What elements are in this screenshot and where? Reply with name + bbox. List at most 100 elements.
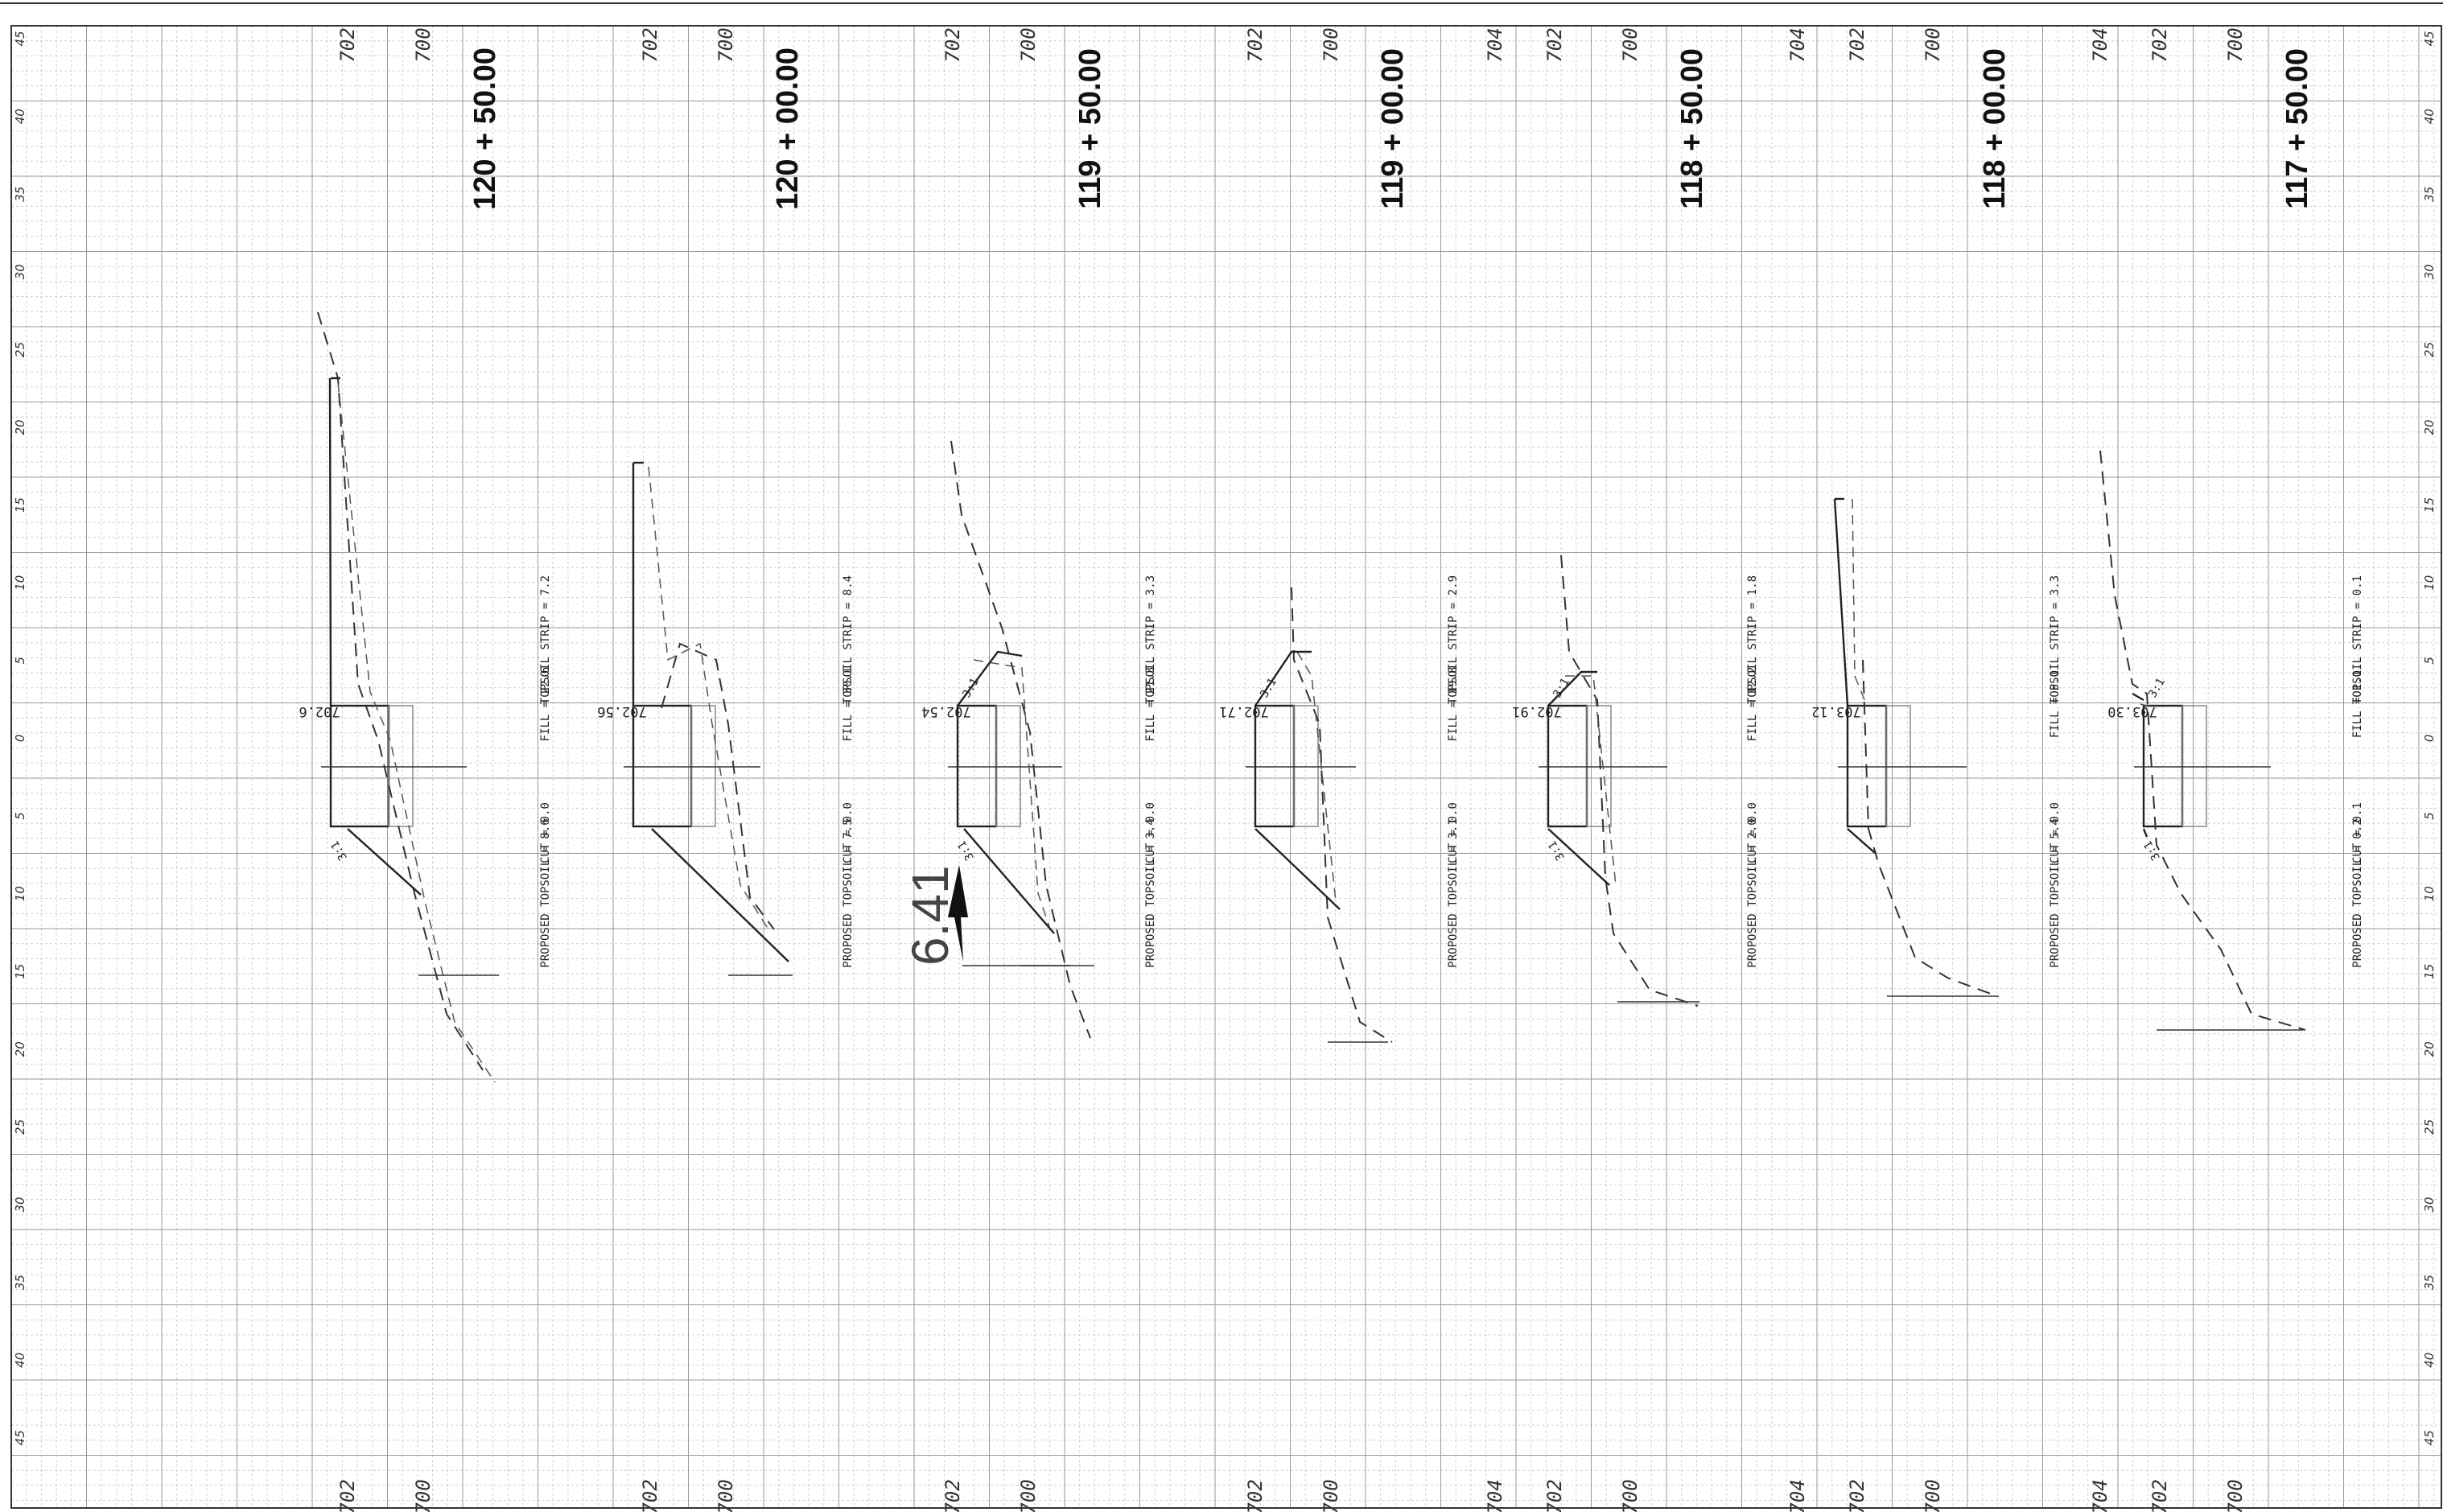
elevation-tick-label: 704 [1786, 27, 1809, 62]
cut-quantity: CUT = 0.1 [2351, 802, 2364, 863]
elevation-tick-label: 700 [715, 1479, 737, 1512]
grid [10, 25, 2441, 1508]
cut-quantity: CUT = 0.0 [1746, 802, 1759, 863]
elevation-tick-label: 704 [1484, 27, 1506, 62]
existing-ground-line-offset [648, 466, 769, 930]
existing-ground-line [1560, 554, 1699, 1007]
elevation-tick-label: 702 [1244, 27, 1267, 62]
elevation-tick-label: 702 [639, 1479, 661, 1512]
offset-scale-label: 40 [2422, 1353, 2437, 1368]
fill-quantity: FILL = 21.3 [1144, 667, 1157, 742]
elevation-tick-label: 704 [2089, 27, 2111, 62]
design-elevation-label: 702.54 [921, 703, 970, 719]
offset-scale-label: 40 [13, 1353, 27, 1368]
offset-scale-label: 30 [2422, 264, 2437, 279]
elevation-tick-label: 702 [941, 1479, 964, 1512]
offset-scale-label: 5 [2422, 657, 2437, 665]
offset-scale-label: 10 [13, 575, 27, 591]
proposed-topsoil-quantity: PROPOSED TOPSOIL = 7.5 [842, 818, 855, 967]
station-label: 120 + 00.00 [771, 47, 805, 210]
topsoil-strip-quantity: TOPSOIL STRIP = 8.4 [842, 575, 855, 704]
markup-arrow-icon [948, 865, 968, 962]
elevation-tick-label: 700 [1017, 1479, 1040, 1512]
slope-label-lower: 3:1 [2141, 838, 2163, 863]
elevation-tick-label: 700 [1922, 27, 1944, 62]
proposed-edge [328, 377, 332, 707]
existing-ground-line-offset [973, 659, 1051, 930]
elevation-tick-label: 700 [2224, 27, 2247, 62]
offset-scale-label: 15 [13, 964, 27, 979]
offset-scale-label: 25 [2422, 1119, 2437, 1135]
slope-label-upper: 3:1 [1551, 676, 1572, 700]
offset-scale-label: 45 [2422, 1430, 2437, 1445]
proposed-slope [651, 828, 789, 962]
existing-ground-line-offset [1296, 651, 1337, 902]
proposed-slope [347, 828, 422, 896]
elevation-tick-label: 700 [412, 27, 435, 62]
proposed-topsoil-quantity: PROPOSED TOPSOIL = 3.4 [1144, 818, 1157, 967]
cut-quantity: CUT = 0.0 [2049, 802, 2062, 863]
offset-scale-label: 10 [13, 886, 27, 901]
station-label: 117 + 50.00 [2280, 48, 2314, 209]
proposed-slope [1254, 828, 1341, 910]
offset-scale-label: 5 [13, 812, 27, 820]
fill-quantity: FILL = 5.1 [2049, 670, 2062, 738]
offset-scale-label: 25 [13, 342, 27, 357]
subgrade-box [388, 705, 414, 827]
existing-ground-line [661, 642, 775, 930]
elevation-tick-label: 702 [1543, 1479, 1566, 1512]
subgrade-box [690, 705, 716, 827]
offset-scale-label: 25 [13, 1119, 27, 1135]
offset-scale-label: 0 [13, 735, 27, 743]
elevation-tick-label: 700 [1017, 27, 1040, 62]
existing-ground-line-offset [1852, 498, 1868, 707]
elevation-tick-label: 702 [639, 27, 661, 62]
topsoil-strip-quantity: TOPSOIL STRIP = 1.8 [1746, 575, 1759, 704]
subgrade-box [1885, 705, 1911, 827]
elevation-tick-label: 702 [2148, 27, 2171, 62]
cross-section: 702 702 700 700 119 + 50.00 FILL = 21.3TOPSOI… [921, 27, 1157, 1512]
elevation-tick-label: 702 [336, 1479, 359, 1512]
design-elevation-label: 702.91 [1512, 703, 1561, 719]
fill-quantity: FILL = 19.8 [1447, 667, 1460, 742]
station-label: 119 + 00.00 [1376, 48, 1410, 209]
existing-ground-line [317, 311, 484, 1071]
proposed-slope [1847, 828, 1876, 854]
cross-section: 702 702 700 700 120 + 00.00 FILL = 30.1TOPSOI… [597, 27, 855, 1512]
offset-scale-left: 45 40 35 30 25 20 15 10 5 0 5 10 15 20 25 30 35 40 45 [13, 31, 27, 1445]
offset-scale-label: 45 [2422, 31, 2437, 46]
design-elevation-label: 703.12 [1811, 703, 1860, 719]
elevation-tick-label: 702 [941, 27, 964, 62]
elevation-tick-label: 702 [1846, 27, 1868, 62]
proposed-slope-upper [2132, 692, 2144, 702]
proposed-topsoil-quantity: PROPOSED TOPSOIL = 8.6 [539, 818, 552, 967]
elevation-tick-label: 700 [1320, 27, 1342, 62]
offset-scale-label: 35 [2422, 1275, 2437, 1290]
fill-quantity: FILL = 1.1 [2351, 670, 2364, 738]
existing-ground-line [1291, 587, 1393, 1043]
existing-ground-line [1862, 659, 1998, 997]
existing-ground-line-offset [1565, 675, 1617, 886]
offset-scale-label: 40 [2422, 109, 2437, 124]
existing-ground-line [950, 440, 1091, 1039]
topsoil-strip-quantity: TOPSOIL STRIP = 2.9 [1447, 575, 1460, 704]
subgrade-box [1293, 705, 1319, 827]
offset-scale-label: 15 [2422, 964, 2437, 979]
existing-ground-line-offset [337, 381, 496, 1083]
slope-label-lower: 3:1 [328, 838, 350, 863]
offset-scale-label: 40 [13, 109, 27, 124]
elevation-tick-label: 702 [2148, 1479, 2171, 1512]
offset-scale-label: 20 [13, 419, 27, 435]
elevation-tick-label: 702 [1244, 1479, 1267, 1512]
handwritten-markup: 6.41 [901, 865, 1070, 966]
elevation-tick-label: 704 [1786, 1479, 1809, 1512]
elevation-tick-label: 700 [412, 1479, 435, 1512]
elevation-tick-label: 704 [2089, 1479, 2111, 1512]
design-elevation-label: 702.56 [597, 703, 646, 719]
offset-scale-label: 45 [13, 31, 27, 46]
elevation-tick-label: 702 [1846, 1479, 1868, 1512]
offset-scale-label: 15 [2422, 497, 2437, 513]
existing-ground-line-offset [2140, 703, 2157, 709]
proposed-topsoil-quantity: PROPOSED TOPSOIL = 0.2 [2351, 818, 2364, 967]
